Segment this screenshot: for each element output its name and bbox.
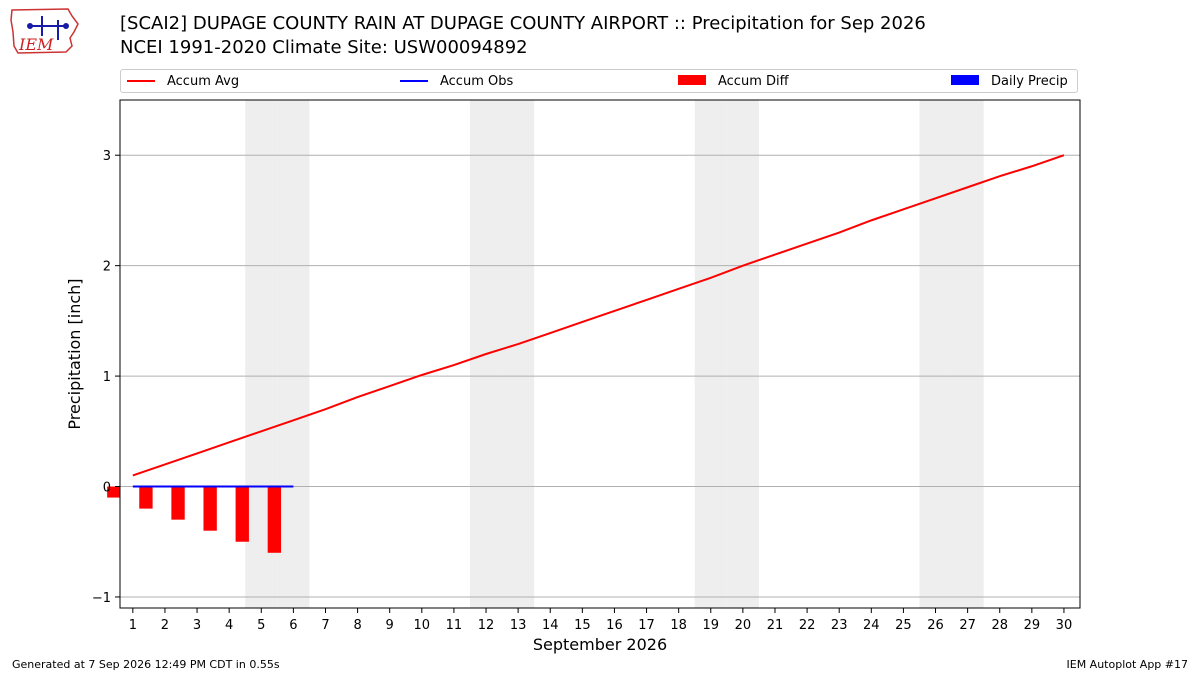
legend-swatch-daily-precip bbox=[951, 75, 979, 85]
x-axis-label: September 2026 bbox=[533, 635, 667, 654]
x-tick-label: 6 bbox=[289, 618, 297, 633]
accum-diff-bar-day-1 bbox=[107, 486, 121, 498]
x-tick-label: 9 bbox=[386, 618, 394, 633]
legend-swatch-accum-obs bbox=[400, 79, 428, 82]
x-tick-label: 8 bbox=[353, 618, 361, 633]
x-tick-label: 3 bbox=[193, 618, 201, 633]
legend-label: Daily Precip bbox=[991, 74, 1068, 89]
weekend-shade-day-20 bbox=[726, 100, 759, 608]
accum-diff-bar-day-4 bbox=[203, 486, 217, 531]
x-tick-label: 29 bbox=[1024, 618, 1041, 633]
legend-item-daily-precip: Daily Precip bbox=[951, 73, 1068, 91]
weekend-shade-day-6 bbox=[277, 100, 310, 608]
x-tick-label: 27 bbox=[959, 618, 976, 633]
plot-frame bbox=[119, 99, 1081, 609]
x-tick-label: 19 bbox=[702, 618, 719, 633]
weekend-shade-day-19 bbox=[694, 100, 727, 608]
footer-generated: Generated at 7 Sep 2026 12:49 PM CDT in … bbox=[12, 658, 280, 671]
y-tick-label: 1 bbox=[103, 370, 111, 385]
accum-diff-bar-day-6 bbox=[267, 486, 282, 553]
x-tick-label: 12 bbox=[478, 618, 495, 633]
x-tick-label: 14 bbox=[542, 618, 559, 633]
series-lines bbox=[132, 154, 1065, 488]
legend-item-accum-avg: Accum Avg bbox=[127, 73, 239, 91]
accum-diff-bar-day-3 bbox=[171, 486, 185, 520]
legend-label: Accum Diff bbox=[718, 74, 789, 89]
accum-avg-line bbox=[132, 154, 1065, 477]
x-tick-label: 10 bbox=[414, 618, 431, 633]
x-tick-label: 21 bbox=[767, 618, 784, 633]
legend-label: Accum Obs bbox=[440, 74, 514, 89]
y-tick-label: 2 bbox=[103, 260, 111, 275]
x-tick-label: 26 bbox=[927, 618, 944, 633]
legend-item-accum-diff: Accum Diff bbox=[678, 73, 789, 91]
x-tick-label: 15 bbox=[574, 618, 591, 633]
x-tick-label: 2 bbox=[161, 618, 169, 633]
x-tick-label: 1 bbox=[129, 618, 137, 633]
accum-diff-bars bbox=[107, 486, 282, 553]
x-tick-label: 30 bbox=[1056, 618, 1073, 633]
footer-app-id: IEM Autoplot App #17 bbox=[1066, 658, 1189, 671]
legend: Accum Avg Accum Obs Accum Diff Daily Pre… bbox=[120, 69, 1078, 93]
legend-swatch-accum-diff bbox=[678, 75, 706, 85]
x-tick-label: 18 bbox=[670, 618, 687, 633]
x-tick-label: 11 bbox=[446, 618, 463, 633]
x-tick-label: 20 bbox=[735, 618, 752, 633]
x-tick-label: 16 bbox=[606, 618, 623, 633]
x-tick-label: 22 bbox=[799, 618, 816, 633]
x-tick-label: 4 bbox=[225, 618, 233, 633]
y-tick-label: 0 bbox=[103, 481, 111, 496]
legend-label: Accum Avg bbox=[167, 74, 240, 89]
y-tick-label: 3 bbox=[103, 149, 111, 164]
x-tick-label: 23 bbox=[831, 618, 848, 633]
x-tick-label: 7 bbox=[321, 618, 329, 633]
x-tick-label: 28 bbox=[991, 618, 1008, 633]
x-tick-label: 5 bbox=[257, 618, 265, 633]
legend-item-accum-obs: Accum Obs bbox=[400, 73, 513, 91]
x-tick-label: 24 bbox=[863, 618, 880, 633]
chart-title: [SCAI2] DUPAGE COUNTY RAIN AT DUPAGE COU… bbox=[120, 13, 926, 34]
x-tick-label: 17 bbox=[638, 618, 655, 633]
y-tick-label: −1 bbox=[92, 591, 111, 606]
weekend-shade-day-13 bbox=[502, 100, 535, 608]
weekend-shade-day-27 bbox=[951, 100, 984, 608]
x-tick-label: 13 bbox=[510, 618, 527, 633]
weekend-shade-day-26 bbox=[919, 100, 952, 608]
accum-diff-bar-day-5 bbox=[235, 486, 249, 542]
weekend-shading bbox=[245, 100, 984, 608]
y-axis-label: Precipitation [inch] bbox=[65, 278, 84, 429]
legend-swatch-accum-avg bbox=[127, 79, 155, 82]
chart-subtitle: NCEI 1991-2020 Climate Site: USW00094892 bbox=[120, 37, 528, 58]
iem-logo: IEM bbox=[10, 8, 79, 54]
logo-text: IEM bbox=[18, 35, 54, 54]
accum-diff-bar-day-2 bbox=[139, 486, 153, 509]
x-tick-label: 25 bbox=[895, 618, 912, 633]
iowa-outline-icon bbox=[10, 8, 79, 54]
